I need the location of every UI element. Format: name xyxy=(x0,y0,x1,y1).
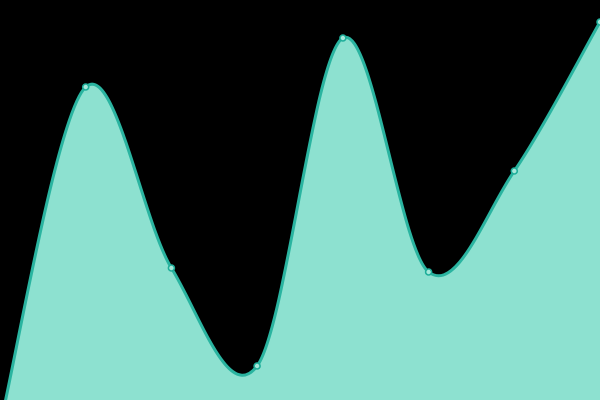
data-point-marker[interactable] xyxy=(253,362,261,370)
data-point-marker[interactable] xyxy=(424,268,433,276)
data-point-markers xyxy=(81,18,600,370)
area-fill xyxy=(5,22,600,400)
data-point-marker[interactable] xyxy=(339,34,347,42)
data-point-marker[interactable] xyxy=(81,83,90,91)
data-point-marker[interactable] xyxy=(596,18,600,26)
data-point-marker[interactable] xyxy=(510,167,519,175)
data-point-marker[interactable] xyxy=(167,264,176,272)
